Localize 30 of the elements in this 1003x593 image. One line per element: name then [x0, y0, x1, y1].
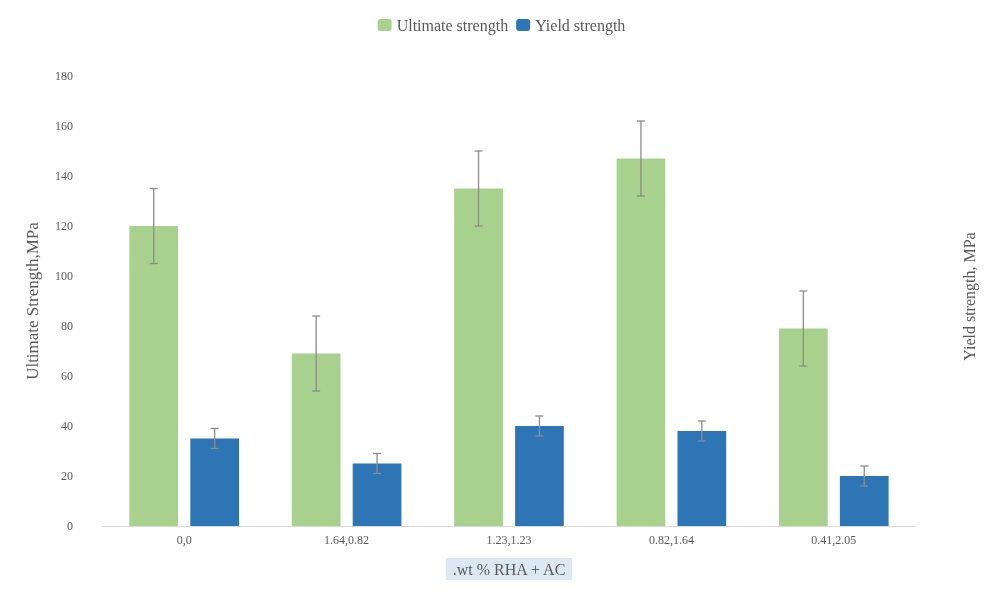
y-tick-label: 80	[61, 319, 73, 333]
y-tick-label: 20	[61, 469, 73, 483]
bar	[291, 353, 341, 526]
bar	[190, 438, 240, 526]
y-tick-label: 140	[55, 169, 73, 183]
legend-label: Ultimate strength	[396, 16, 509, 35]
bar	[352, 463, 402, 526]
y-tick-label: 180	[55, 69, 73, 83]
y2-axis-title: Yield strength, MPa	[960, 232, 979, 361]
y-tick-label: 160	[55, 119, 73, 133]
x-tick-label: 1.64,0.82	[324, 533, 370, 547]
y-tick-label: 0	[67, 519, 73, 533]
y-axis-title: Ultimate Strength,MPa	[23, 221, 42, 380]
bar	[129, 226, 179, 526]
bar	[616, 158, 666, 526]
x-tick-label: 0.41,2.05	[811, 533, 857, 547]
bar	[454, 188, 503, 526]
y-tick-label: 100	[55, 269, 73, 283]
bar	[677, 431, 727, 526]
bar	[778, 328, 828, 526]
x-tick-label: 0,0	[176, 533, 192, 547]
bar	[839, 476, 889, 526]
y-tick-label: 40	[61, 419, 73, 433]
x-tick-label: 0.82,1.64	[648, 533, 694, 547]
x-tick-label: 1.23,1.23	[486, 533, 532, 547]
x-axis-title: .wt % RHA + AC	[452, 560, 566, 578]
y-tick-label: 60	[61, 369, 73, 383]
legend-label: Yield strength	[535, 16, 626, 35]
bar	[515, 426, 564, 526]
y-tick-label: 120	[55, 219, 73, 233]
